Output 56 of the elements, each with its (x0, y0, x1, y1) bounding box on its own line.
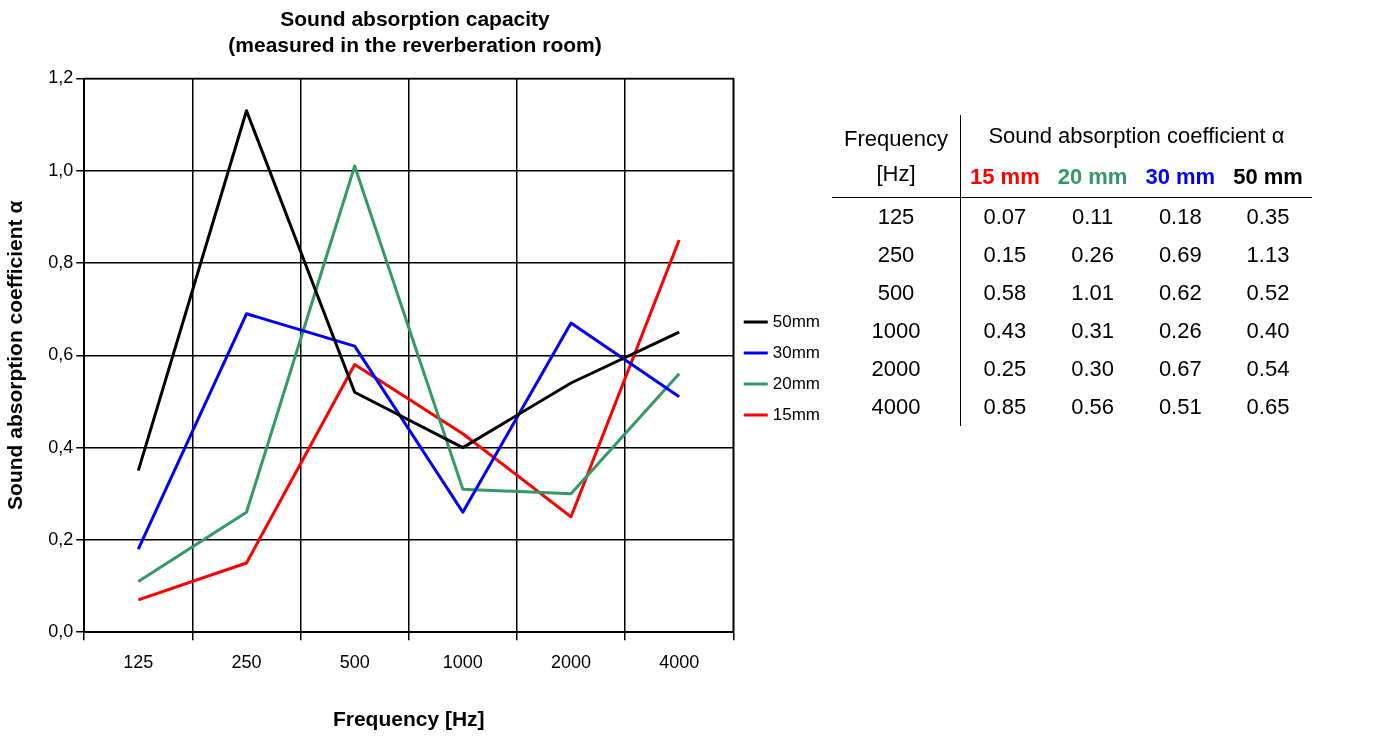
category-label: 1000 (871, 318, 921, 344)
text: 0.18 (1157, 203, 1203, 232)
x-tick-label: 250 (231, 651, 262, 672)
legend-label: 50mm (772, 311, 820, 331)
x-axis-title: Frequency [Hz] (332, 707, 485, 731)
text: 0.30 (1070, 355, 1115, 384)
text: 0.58 (982, 279, 1028, 308)
text: 0.25 (982, 355, 1028, 384)
text: 30 mm (1136, 156, 1225, 198)
category-label: 250 (877, 242, 915, 268)
category-label: 2000 (871, 356, 921, 382)
y-tick-label: 0,2 (48, 528, 74, 549)
text: 0.40 (1245, 317, 1291, 346)
text: 0.31 (1070, 317, 1115, 346)
text: 0.65 (1245, 393, 1291, 422)
text: 0.35 (1245, 203, 1291, 232)
x-tick-label: 1000 (442, 651, 483, 672)
legend-label: 30mm (772, 342, 820, 362)
text: 0.43 (982, 317, 1028, 346)
text: 20 mm (1048, 156, 1137, 198)
text: 0.85 (982, 393, 1028, 422)
category-label: 500 (877, 280, 915, 306)
text: 0.67 (1157, 355, 1203, 384)
text: 50 mm (1224, 156, 1312, 198)
text: 0.15 (982, 241, 1028, 270)
text: 0.26 (1070, 241, 1115, 270)
text: 15 mm (960, 156, 1049, 198)
x-tick-label: 125 (123, 651, 154, 672)
text: Frequency [Hz] (832, 115, 961, 198)
text: 0.62 (1157, 279, 1203, 308)
text: 1.13 (1245, 241, 1291, 270)
text: Sound absorption coefficient α (987, 121, 1286, 150)
x-tick-label: 500 (339, 651, 370, 672)
text: 0.26 (1157, 317, 1203, 346)
category-label: 125 (877, 204, 915, 230)
y-tick-label: 0,4 (48, 436, 74, 457)
y-tick-label: 0,8 (48, 251, 74, 272)
x-tick-label: 2000 (550, 651, 592, 672)
text: 0.54 (1245, 355, 1291, 384)
category-label: 4000 (871, 394, 921, 420)
y-axis-title: Sound absorption coefficient α (3, 200, 27, 510)
legend-label: 15mm (772, 404, 820, 424)
legend-label: 20mm (772, 373, 820, 393)
y-tick-label: 0,6 (48, 344, 74, 365)
text: 0.07 (982, 203, 1028, 232)
text: 0.11 (1071, 203, 1115, 232)
chart-title: Sound absorption capacity (measured in the reverberation room) (228, 7, 602, 56)
text: 0.69 (1157, 241, 1203, 270)
text: 0.56 (1070, 393, 1115, 422)
y-tick-label: 1,2 (48, 67, 74, 88)
text: 1.01 (1070, 279, 1115, 308)
y-tick-label: 0,0 (48, 621, 74, 642)
y-tick-label: 1,0 (48, 159, 74, 180)
text: 0.52 (1245, 279, 1291, 308)
x-tick-label: 4000 (659, 651, 700, 672)
text: 0.51 (1157, 393, 1203, 422)
